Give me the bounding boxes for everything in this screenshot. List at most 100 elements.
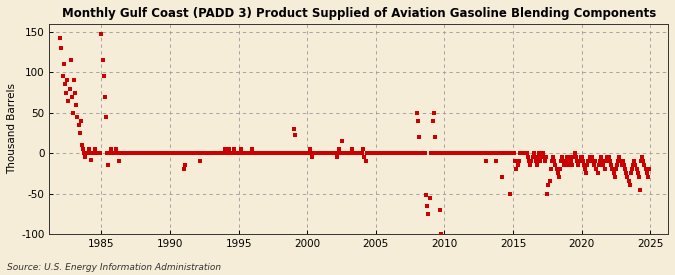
Point — [158, 151, 169, 155]
Point — [488, 151, 499, 155]
Point — [278, 151, 289, 155]
Point — [387, 151, 398, 155]
Point — [445, 151, 456, 155]
Point — [479, 151, 490, 155]
Point — [599, 167, 610, 172]
Point — [173, 151, 184, 155]
Point — [122, 151, 132, 155]
Point — [495, 151, 506, 155]
Point — [170, 151, 181, 155]
Point — [402, 151, 413, 155]
Point — [340, 151, 350, 155]
Point — [145, 151, 156, 155]
Point — [89, 147, 100, 151]
Point — [463, 151, 474, 155]
Point — [124, 151, 134, 155]
Point — [385, 151, 396, 155]
Point — [565, 155, 576, 160]
Point — [159, 151, 169, 155]
Point — [570, 155, 581, 160]
Point — [362, 151, 373, 155]
Point — [618, 163, 629, 167]
Point — [366, 151, 377, 155]
Point — [432, 151, 443, 155]
Point — [242, 151, 253, 155]
Point — [606, 163, 617, 167]
Point — [96, 31, 107, 36]
Point — [603, 159, 614, 163]
Point — [248, 151, 259, 155]
Point — [420, 151, 431, 155]
Point — [148, 151, 159, 155]
Point — [570, 151, 580, 155]
Point — [360, 159, 371, 163]
Point — [244, 151, 255, 155]
Point — [558, 159, 569, 163]
Point — [452, 151, 462, 155]
Point — [430, 135, 441, 139]
Point — [107, 151, 118, 155]
Point — [119, 151, 130, 155]
Point — [461, 151, 472, 155]
Point — [219, 151, 230, 155]
Point — [107, 151, 117, 155]
Point — [59, 82, 70, 87]
Point — [264, 151, 275, 155]
Point — [554, 175, 564, 180]
Point — [112, 151, 123, 155]
Point — [597, 159, 608, 163]
Point — [62, 78, 73, 83]
Point — [321, 151, 332, 155]
Point — [234, 151, 244, 155]
Point — [489, 151, 500, 155]
Point — [503, 151, 514, 155]
Point — [595, 159, 605, 163]
Point — [625, 171, 636, 175]
Point — [256, 151, 267, 155]
Point — [289, 133, 300, 138]
Point — [633, 175, 644, 180]
Point — [487, 151, 498, 155]
Point — [68, 111, 78, 115]
Point — [114, 151, 125, 155]
Point — [286, 151, 296, 155]
Point — [556, 159, 566, 163]
Point — [246, 151, 256, 155]
Point — [367, 151, 378, 155]
Point — [300, 151, 310, 155]
Point — [453, 151, 464, 155]
Point — [81, 151, 92, 155]
Point — [501, 151, 512, 155]
Point — [272, 151, 283, 155]
Point — [94, 151, 105, 155]
Point — [304, 147, 315, 151]
Point — [211, 151, 222, 155]
Point — [472, 151, 483, 155]
Point — [534, 151, 545, 155]
Point — [610, 167, 621, 172]
Point — [460, 151, 470, 155]
Point — [200, 151, 211, 155]
Point — [63, 98, 74, 103]
Point — [379, 151, 390, 155]
Point — [334, 147, 345, 151]
Point — [269, 151, 279, 155]
Title: Monthly Gulf Coast (PADD 3) Product Supplied of Aviation Gasoline Blending Compo: Monthly Gulf Coast (PADD 3) Product Supp… — [61, 7, 656, 20]
Point — [165, 151, 176, 155]
Point — [639, 163, 650, 167]
Point — [342, 151, 353, 155]
Point — [541, 155, 551, 160]
Point — [574, 159, 585, 163]
Point — [381, 151, 392, 155]
Point — [550, 163, 561, 167]
Point — [238, 151, 248, 155]
Point — [328, 151, 339, 155]
Point — [531, 159, 541, 163]
Point — [213, 151, 223, 155]
Point — [394, 151, 404, 155]
Point — [555, 167, 566, 172]
Point — [202, 151, 213, 155]
Point — [260, 151, 271, 155]
Point — [320, 151, 331, 155]
Point — [225, 151, 236, 155]
